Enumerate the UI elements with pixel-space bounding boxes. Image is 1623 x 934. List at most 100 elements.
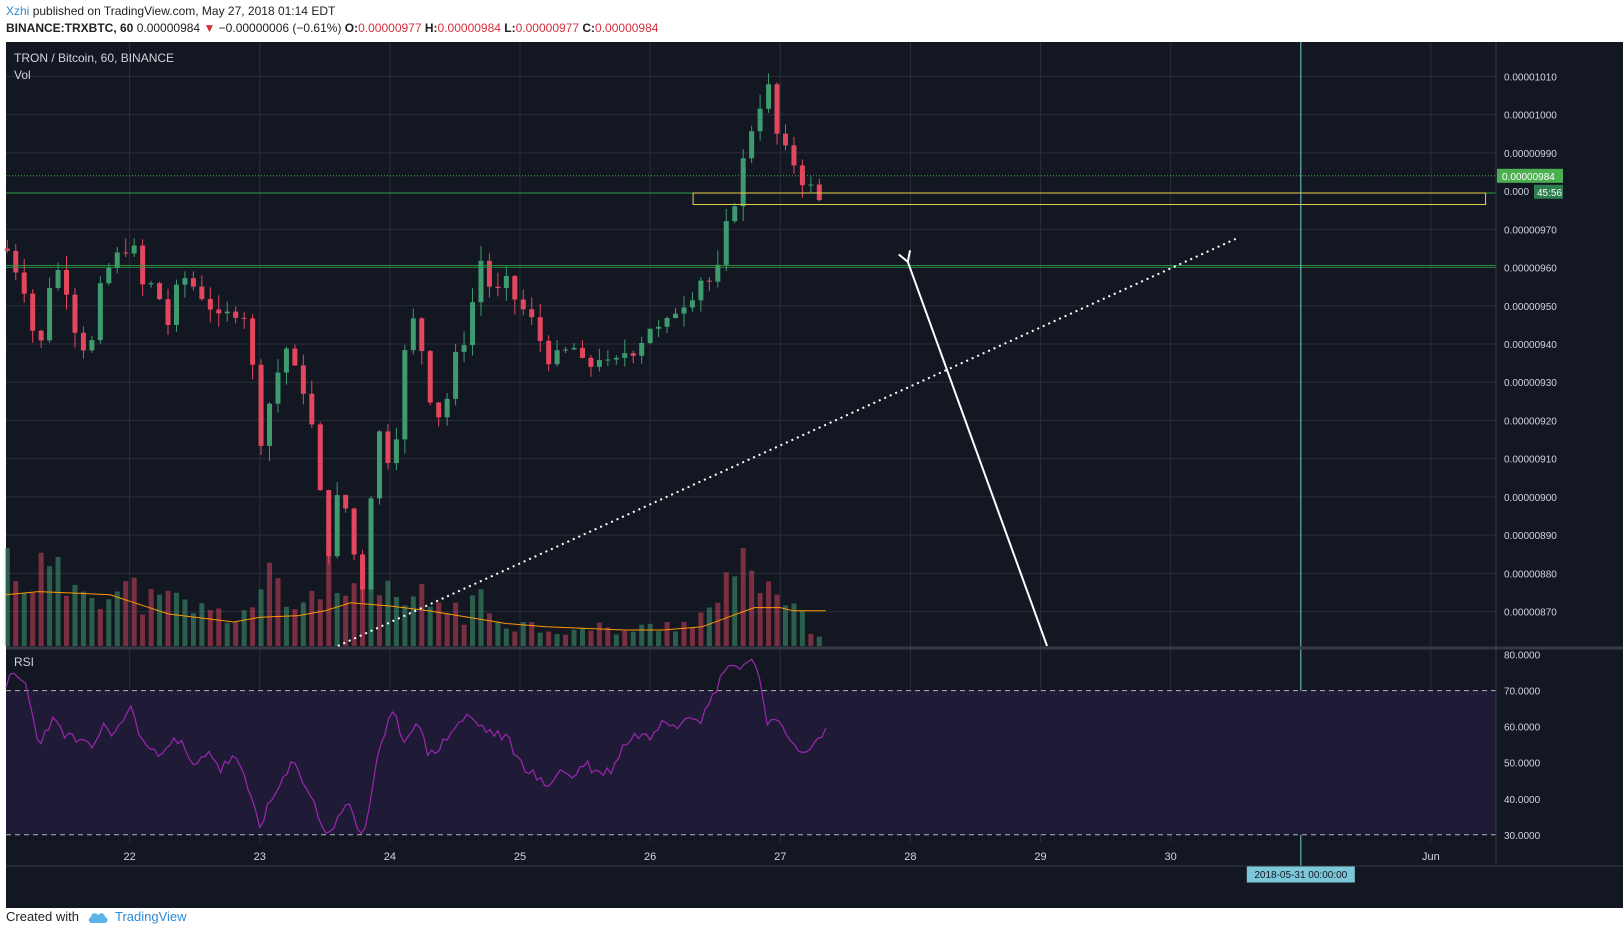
- candle-down: [250, 318, 256, 365]
- candle-down: [782, 133, 788, 146]
- price-tick-label: 0.00000950: [1504, 302, 1557, 313]
- candle-up: [410, 318, 416, 351]
- volume-bar: [123, 581, 129, 646]
- volume-bar: [554, 634, 560, 646]
- time-tick-label: 22: [123, 851, 135, 863]
- candle-down: [216, 309, 222, 314]
- tradingview-cloud-icon: [88, 912, 108, 923]
- low-label: L:: [504, 21, 516, 35]
- candle-up: [148, 283, 154, 285]
- time-tick-label: 30: [1165, 851, 1177, 863]
- price-tick-label: 0.00000970: [1504, 225, 1557, 236]
- candle-up: [334, 495, 340, 557]
- candle-up: [173, 284, 179, 325]
- volume-bar: [275, 578, 281, 646]
- price-tick-label: 0.00000920: [1504, 416, 1557, 427]
- rsi-label: RSI: [14, 655, 34, 669]
- candle-up: [563, 349, 569, 351]
- candle-down: [343, 495, 349, 509]
- candle-down: [791, 145, 797, 166]
- publish-text: published on TradingView.com, May 27, 20…: [32, 4, 336, 18]
- countdown-label: 45:56: [1537, 188, 1562, 199]
- close-label: C:: [582, 21, 596, 35]
- candle-down: [157, 283, 163, 300]
- price-tick-label: 0.00000910: [1504, 455, 1557, 466]
- partial-price-label: 0.000: [1504, 187, 1529, 198]
- rsi-pane: 80.0000 70.0000 60.0000 50.0000 40.0000 30.00…: [5, 651, 1541, 842]
- volume-bar: [529, 622, 535, 646]
- candle-up: [723, 221, 729, 265]
- created-with-text: Created with: [6, 909, 79, 924]
- high-value: 0.00000984: [437, 21, 501, 35]
- time-tick-label: 23: [254, 851, 266, 863]
- change-down-icon: ▼: [203, 21, 216, 35]
- candle-up: [596, 360, 602, 367]
- candle-up: [267, 403, 273, 446]
- candle-down: [326, 490, 332, 557]
- candlesticks: [4, 73, 822, 602]
- candle-up: [114, 252, 120, 268]
- candle-up: [605, 359, 611, 361]
- candle-up: [757, 108, 763, 132]
- volume-bar: [292, 609, 298, 646]
- price-tick-label: 0.00001010: [1504, 72, 1557, 83]
- candle-down: [300, 365, 306, 394]
- volume-bar: [478, 589, 484, 646]
- candle-down: [80, 332, 86, 351]
- volume-bar: [402, 605, 408, 646]
- candle-up: [368, 498, 374, 590]
- candle-down: [13, 250, 19, 273]
- candle-up: [106, 267, 112, 284]
- volume-bar: [317, 599, 323, 646]
- author-link[interactable]: Xzhi: [6, 4, 30, 18]
- volume-bar: [140, 614, 146, 646]
- price-tick-label: 0.00000940: [1504, 340, 1557, 351]
- candle-down: [799, 165, 805, 186]
- candle-down: [774, 84, 780, 134]
- candle-up: [393, 439, 399, 464]
- candle-up: [689, 300, 695, 308]
- volume-bar: [173, 592, 179, 646]
- volume-bar: [706, 607, 712, 646]
- countdown-badge: [1534, 184, 1563, 199]
- candle-up: [182, 278, 188, 285]
- footer: Created with TradingView: [6, 909, 187, 924]
- volume-bar: [114, 591, 120, 646]
- crosshair-date-badge: [1246, 866, 1355, 883]
- rsi-tick-label: 50.0000: [1504, 759, 1541, 770]
- last-price-badge-label: 0.00000984: [1502, 172, 1555, 183]
- volume-bar: [30, 593, 36, 646]
- price-tick-label: 0.00001000: [1504, 111, 1557, 122]
- volume-bar: [782, 605, 788, 646]
- volume-bar: [250, 607, 256, 646]
- rsi-tick-label: 60.0000: [1504, 723, 1541, 734]
- time-tick-label: 25: [514, 851, 526, 863]
- volume-bar: [537, 632, 543, 646]
- candle-down: [241, 317, 247, 319]
- candle-up: [131, 245, 137, 254]
- volume-bar: [579, 627, 585, 646]
- volume-bar: [368, 575, 374, 646]
- price-change: −0.00000006 (−0.61%): [218, 21, 342, 35]
- candle-up: [503, 275, 509, 289]
- volume-bar: [216, 608, 222, 646]
- candle-up: [47, 287, 53, 341]
- candle-up: [224, 311, 230, 314]
- volume-bar: [647, 623, 653, 646]
- volume-bar: [165, 590, 171, 646]
- volume-bar: [630, 631, 636, 646]
- volume-bar: [233, 622, 239, 646]
- candle-up: [622, 353, 628, 358]
- candle-down: [258, 364, 264, 446]
- candle-down: [207, 299, 213, 310]
- volume-bar: [283, 606, 289, 646]
- candle-up: [470, 302, 476, 346]
- volume-bar: [334, 593, 340, 646]
- volume-bar: [698, 612, 704, 646]
- volume-bar: [207, 610, 213, 646]
- volume-bar: [300, 602, 306, 646]
- time-tick-label: 24: [384, 851, 396, 863]
- tradingview-link[interactable]: TradingView: [114, 909, 187, 924]
- axes: 0.00001010 0.00001000 0.00000990 0.00000970…: [6, 42, 1623, 867]
